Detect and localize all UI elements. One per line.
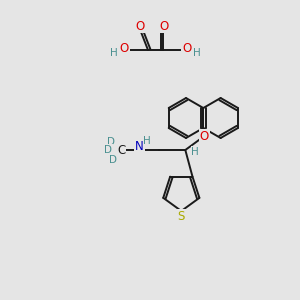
Text: O: O (135, 20, 145, 32)
Text: N: N (135, 140, 144, 152)
Text: H: H (110, 48, 118, 58)
Text: D: D (104, 145, 112, 155)
Text: O: O (182, 43, 192, 56)
Text: H: H (193, 48, 201, 58)
Text: O: O (200, 130, 209, 142)
Text: O: O (159, 20, 169, 32)
Text: S: S (178, 209, 185, 223)
Text: C: C (117, 143, 125, 157)
Text: H: H (191, 147, 199, 157)
Text: D: D (107, 137, 115, 147)
Text: H: H (143, 136, 151, 146)
Text: O: O (119, 43, 129, 56)
Text: D: D (109, 155, 117, 165)
